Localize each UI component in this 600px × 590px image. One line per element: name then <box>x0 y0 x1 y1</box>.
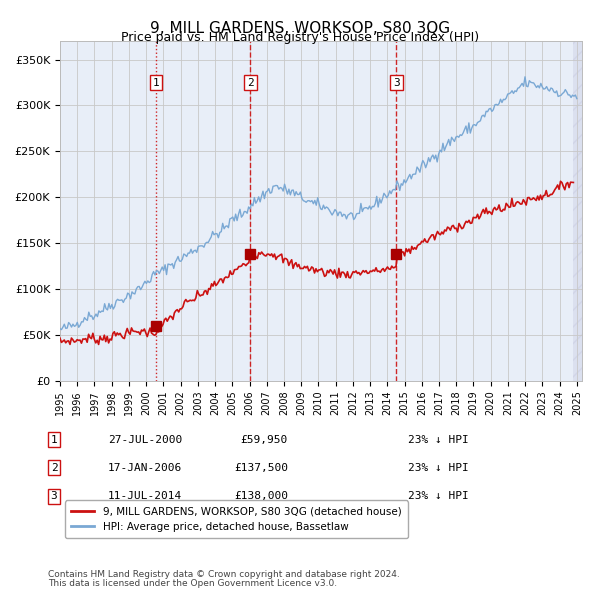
Text: This data is licensed under the Open Government Licence v3.0.: This data is licensed under the Open Gov… <box>48 579 337 588</box>
Text: 2: 2 <box>50 463 58 473</box>
Text: Price paid vs. HM Land Registry's House Price Index (HPI): Price paid vs. HM Land Registry's House … <box>121 31 479 44</box>
Text: £59,950: £59,950 <box>241 435 288 444</box>
Text: £137,500: £137,500 <box>234 463 288 473</box>
Text: 27-JUL-2000: 27-JUL-2000 <box>108 435 182 444</box>
Text: 1: 1 <box>152 77 160 87</box>
Text: 2: 2 <box>247 77 254 87</box>
Text: 3: 3 <box>393 77 400 87</box>
Text: 23% ↓ HPI: 23% ↓ HPI <box>408 435 469 444</box>
Text: 9, MILL GARDENS, WORKSOP, S80 3QG: 9, MILL GARDENS, WORKSOP, S80 3QG <box>150 21 450 35</box>
Text: 1: 1 <box>50 435 58 444</box>
Text: 23% ↓ HPI: 23% ↓ HPI <box>408 463 469 473</box>
Legend: 9, MILL GARDENS, WORKSOP, S80 3QG (detached house), HPI: Average price, detached: 9, MILL GARDENS, WORKSOP, S80 3QG (detac… <box>65 500 408 538</box>
Bar <box>574 41 582 381</box>
Text: 3: 3 <box>50 491 58 501</box>
Text: 17-JAN-2006: 17-JAN-2006 <box>108 463 182 473</box>
Text: Contains HM Land Registry data © Crown copyright and database right 2024.: Contains HM Land Registry data © Crown c… <box>48 570 400 579</box>
Text: 11-JUL-2014: 11-JUL-2014 <box>108 491 182 501</box>
Text: £138,000: £138,000 <box>234 491 288 501</box>
Text: 23% ↓ HPI: 23% ↓ HPI <box>408 491 469 501</box>
